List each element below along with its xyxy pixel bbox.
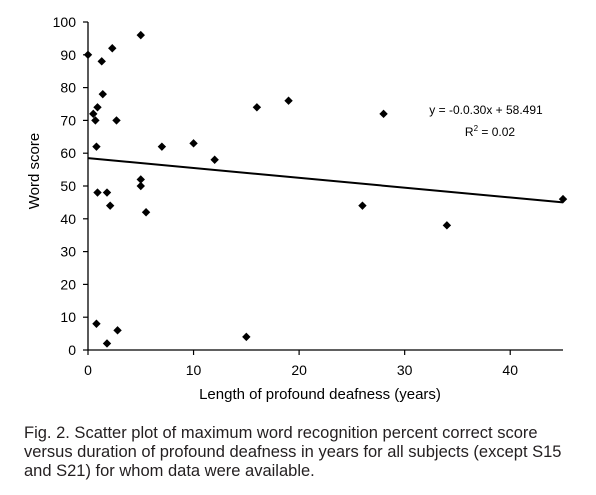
data-point — [92, 319, 101, 328]
x-tick-label: 10 — [186, 362, 202, 378]
y-tick-label: 100 — [53, 14, 77, 30]
scatter-chart: 0 10 20 30 40 50 60 70 80 90 100 0 10 20 30 40 Word sc… — [26, 14, 568, 403]
x-axis: 0 10 20 30 40 — [84, 349, 563, 378]
y-tick-label: 50 — [60, 178, 76, 194]
data-point — [113, 326, 122, 335]
data-point — [93, 103, 102, 112]
data-point — [284, 96, 293, 105]
data-point — [105, 201, 115, 210]
data-point — [102, 188, 112, 197]
data-point — [558, 194, 568, 204]
data-point — [136, 175, 145, 184]
y-axis: 0 10 20 30 40 50 60 70 80 90 100 — [53, 14, 89, 358]
figure-caption: Fig. 2. Scatter plot of maximum word rec… — [24, 424, 562, 480]
data-point — [102, 339, 112, 348]
data-point — [157, 142, 167, 151]
y-tick-label: 60 — [60, 145, 76, 161]
y-tick-label: 90 — [60, 47, 76, 63]
trendline-r-squared: R2 = 0.02 — [465, 124, 515, 139]
y-tick-label: 40 — [60, 211, 76, 227]
data-point — [358, 201, 367, 210]
data-point — [379, 109, 388, 119]
data-point — [141, 208, 151, 217]
y-tick-label: 10 — [60, 309, 76, 325]
y-tick-label: 20 — [60, 276, 76, 292]
data-point — [242, 332, 251, 342]
data-point — [442, 221, 452, 230]
data-point — [98, 89, 107, 99]
y-tick-label: 0 — [68, 342, 76, 358]
data-point — [108, 44, 117, 53]
data-point — [210, 155, 219, 164]
data-point — [97, 57, 106, 66]
data-point — [83, 50, 93, 59]
data-point — [112, 116, 121, 125]
data-point — [91, 116, 100, 125]
data-points — [83, 30, 568, 348]
x-tick-label: 40 — [502, 362, 518, 378]
y-tick-label: 80 — [60, 80, 76, 96]
x-axis-title: Length of profound deafness (years) — [199, 386, 441, 403]
y-axis-title: Word score — [26, 133, 43, 209]
x-tick-label: 0 — [84, 362, 92, 378]
data-point — [89, 109, 98, 119]
trendline-equation: y = -0.0.30x + 58.491 — [429, 103, 543, 117]
data-point — [136, 30, 145, 40]
data-point — [189, 139, 198, 148]
data-point — [92, 142, 101, 151]
data-point — [136, 181, 145, 191]
trendline — [87, 157, 564, 204]
y-tick-label: 30 — [60, 244, 76, 260]
data-point — [93, 188, 102, 197]
x-tick-label: 20 — [291, 362, 307, 378]
x-tick-label: 30 — [397, 362, 413, 378]
data-point — [252, 103, 262, 112]
y-tick-label: 70 — [60, 112, 76, 128]
